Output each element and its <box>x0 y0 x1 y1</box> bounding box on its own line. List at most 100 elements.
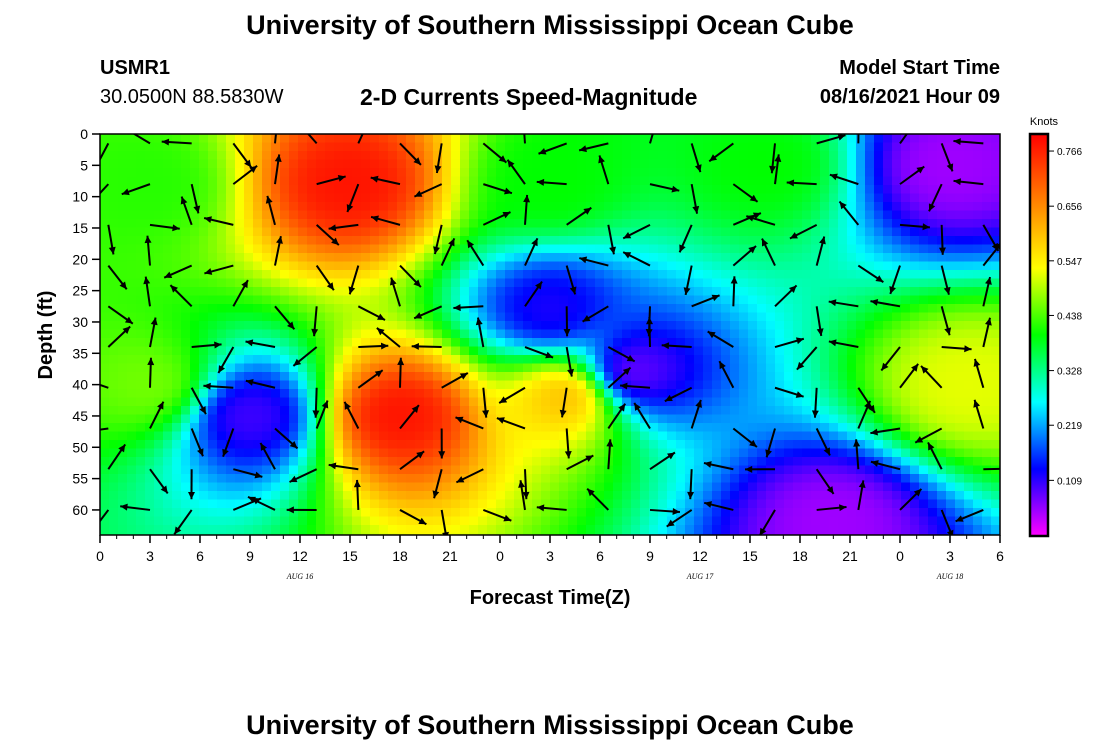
heat-cell <box>946 236 956 246</box>
heat-cell <box>424 499 434 509</box>
current-arrow <box>149 401 165 429</box>
heat-cell <box>487 474 497 484</box>
heat-cell <box>928 287 938 297</box>
heat-cell <box>280 491 290 501</box>
heat-cell <box>703 219 713 229</box>
heat-cell <box>568 270 578 280</box>
heat-cell <box>712 134 722 144</box>
heat-cell <box>127 363 137 373</box>
heat-cell <box>244 278 254 288</box>
heat-cell <box>307 202 317 212</box>
current-arrow <box>107 264 128 290</box>
heat-cell <box>991 525 1000 535</box>
heat-cell <box>766 304 776 314</box>
heat-cell <box>370 227 380 237</box>
heat-cell <box>415 491 425 501</box>
heat-cell <box>226 176 236 186</box>
heat-cell <box>127 346 137 356</box>
heat-cell <box>694 380 704 390</box>
heat-cell <box>685 227 695 237</box>
heat-cell <box>244 431 254 441</box>
heat-cell <box>748 151 758 161</box>
heat-cell <box>901 142 911 152</box>
heat-cell <box>883 508 893 518</box>
heat-cell <box>559 261 569 271</box>
heat-cell <box>460 338 470 348</box>
heat-cell <box>523 202 533 212</box>
heat-cell <box>289 491 299 501</box>
heat-cell <box>325 168 335 178</box>
heat-cell <box>982 321 992 331</box>
heat-cell <box>442 227 452 237</box>
heat-cell <box>613 406 623 416</box>
heat-cell <box>496 423 506 433</box>
heat-cell <box>316 253 326 263</box>
heat-cell <box>982 414 992 424</box>
heat-cell <box>901 474 911 484</box>
heat-cell <box>154 304 164 314</box>
heat-cell <box>532 312 542 322</box>
heat-cell <box>838 193 848 203</box>
heat-cell <box>685 219 695 229</box>
heat-cell <box>469 346 479 356</box>
heat-cell <box>730 202 740 212</box>
heat-cell <box>190 346 200 356</box>
heat-cell <box>442 202 452 212</box>
heat-cell <box>325 142 335 152</box>
heat-cell <box>433 261 443 271</box>
heat-cell <box>892 210 902 220</box>
heat-cell <box>433 210 443 220</box>
heat-cell <box>640 406 650 416</box>
heat-cell <box>847 168 857 178</box>
heat-cell <box>271 193 281 203</box>
heat-cell <box>226 389 236 399</box>
heat-cell <box>847 202 857 212</box>
heat-cell <box>361 210 371 220</box>
heat-cell <box>190 321 200 331</box>
heat-cell <box>676 287 686 297</box>
heat-cell <box>541 491 551 501</box>
heat-cell <box>388 389 398 399</box>
heat-cell <box>829 516 839 526</box>
heat-cell <box>982 312 992 322</box>
heat-cell <box>199 423 209 433</box>
heat-cell <box>199 329 209 339</box>
heat-cell <box>919 346 929 356</box>
heat-cell <box>397 431 407 441</box>
heat-cell <box>424 457 434 467</box>
heat-cell <box>361 440 371 450</box>
heat-cell <box>892 134 902 144</box>
heat-cell <box>946 134 956 144</box>
heat-cell <box>451 278 461 288</box>
heat-cell <box>577 253 587 263</box>
heat-cell <box>154 380 164 390</box>
heat-cell <box>946 482 956 492</box>
heat-cell <box>613 423 623 433</box>
heat-cell <box>865 321 875 331</box>
heat-cell <box>307 159 317 169</box>
heat-cell <box>388 304 398 314</box>
current-arrow <box>678 224 693 253</box>
heat-cell <box>766 142 776 152</box>
heat-cell <box>181 372 191 382</box>
heat-cell <box>712 253 722 263</box>
heat-cell <box>244 389 254 399</box>
heat-cell <box>658 253 668 263</box>
heat-cell <box>361 261 371 271</box>
heat-cell <box>415 253 425 263</box>
heat-cell <box>586 219 596 229</box>
heat-cell <box>667 440 677 450</box>
heat-cell <box>190 491 200 501</box>
heat-cell <box>379 355 389 365</box>
heat-cell <box>136 338 146 348</box>
heat-cell <box>757 346 767 356</box>
heat-cell <box>361 457 371 467</box>
heat-cell <box>226 185 236 195</box>
heat-cell <box>253 397 263 407</box>
heat-cell <box>406 397 416 407</box>
heat-cell <box>820 338 830 348</box>
heat-cell <box>883 491 893 501</box>
heat-cell <box>316 287 326 297</box>
heat-cell <box>361 491 371 501</box>
heat-cell <box>847 431 857 441</box>
